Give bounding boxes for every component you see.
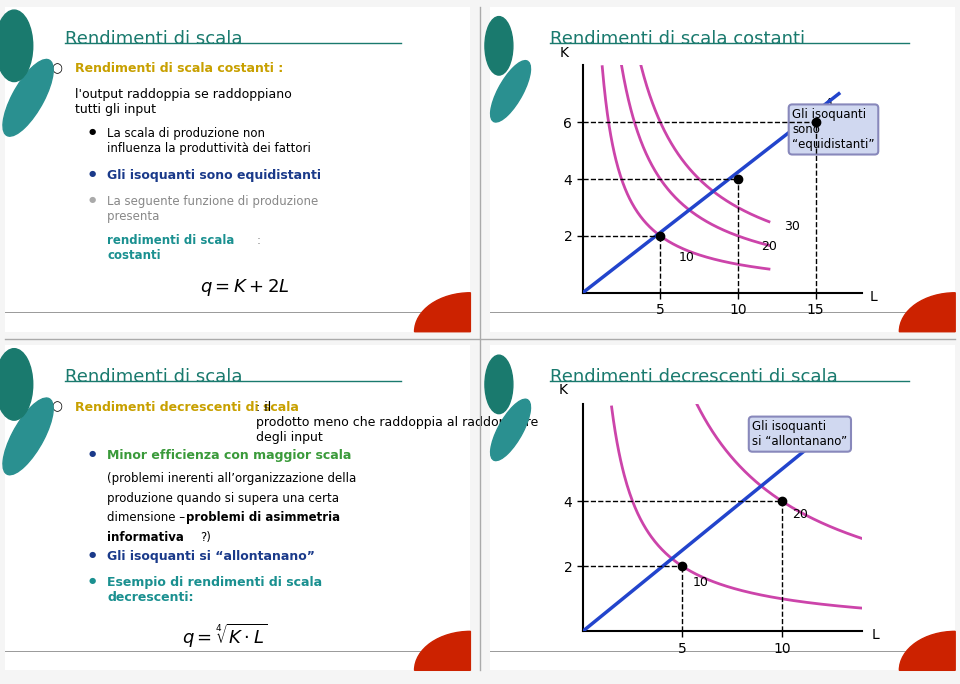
Text: 20: 20 <box>792 508 808 521</box>
Text: produzione quando si supera una certa: produzione quando si supera una certa <box>108 492 339 505</box>
Text: La seguente funzione di produzione
presenta: La seguente funzione di produzione prese… <box>108 196 319 223</box>
Text: Esempio di rendimenti di scala
decrescenti:: Esempio di rendimenti di scala decrescen… <box>108 576 323 604</box>
Text: Gli isoquanti
sono
“equidistanti”: Gli isoquanti sono “equidistanti” <box>792 108 875 151</box>
Text: ●: ● <box>88 196 96 205</box>
Text: ●: ● <box>88 169 96 179</box>
Text: 49: 49 <box>433 315 447 326</box>
Ellipse shape <box>0 349 33 420</box>
Text: Rendimenti di scala: Rendimenti di scala <box>65 29 243 48</box>
Ellipse shape <box>3 398 53 475</box>
Text: K: K <box>559 384 567 397</box>
Text: L: L <box>872 629 879 642</box>
Text: ○: ○ <box>52 401 62 414</box>
Text: Rendimenti di scala costanti: Rendimenti di scala costanti <box>550 29 805 48</box>
Text: ●: ● <box>88 127 96 136</box>
Text: 50: 50 <box>927 315 941 326</box>
Text: Gli isoquanti sono equidistanti: Gli isoquanti sono equidistanti <box>108 169 322 183</box>
Text: K: K <box>560 46 568 60</box>
Text: :: : <box>256 235 260 248</box>
Text: $q = K + 2L$: $q = K + 2L$ <box>201 276 290 298</box>
Text: 51: 51 <box>433 654 447 663</box>
Text: 10: 10 <box>679 252 695 265</box>
Text: $q = \sqrt[4]{K \cdot L}$: $q = \sqrt[4]{K \cdot L}$ <box>181 622 267 650</box>
Text: Rendimenti di scala: Rendimenti di scala <box>65 368 243 386</box>
Text: rendimenti di scala
costanti: rendimenti di scala costanti <box>108 235 234 262</box>
Text: ●: ● <box>88 550 96 559</box>
Ellipse shape <box>491 61 531 122</box>
Text: informativa: informativa <box>108 531 184 544</box>
Text: Gli isoquanti si “allontanano”: Gli isoquanti si “allontanano” <box>108 550 315 563</box>
Text: L: L <box>870 290 877 304</box>
Text: ●: ● <box>88 449 96 458</box>
Ellipse shape <box>485 355 513 414</box>
Text: Rendimenti decrescenti di scala: Rendimenti decrescenti di scala <box>75 401 299 414</box>
Text: Rendimenti decrescenti di scala: Rendimenti decrescenti di scala <box>550 368 838 386</box>
Wedge shape <box>415 631 470 670</box>
Text: problemi di asimmetria: problemi di asimmetria <box>186 511 341 524</box>
Wedge shape <box>900 293 955 332</box>
Text: Minor efficienza con maggior scala: Minor efficienza con maggior scala <box>108 449 351 462</box>
Text: 10: 10 <box>692 576 708 589</box>
Text: A: A <box>822 425 831 439</box>
Text: Gli isoquanti
si “allontanano”: Gli isoquanti si “allontanano” <box>753 420 848 448</box>
Text: ●: ● <box>88 576 96 585</box>
Text: ○: ○ <box>52 62 62 75</box>
Text: La scala di produzione non
influenza la produttività dei fattori: La scala di produzione non influenza la … <box>108 127 311 155</box>
Ellipse shape <box>3 60 53 136</box>
Text: 30: 30 <box>784 220 801 233</box>
Wedge shape <box>415 293 470 332</box>
Text: l'output raddoppia se raddoppiano
tutti gli input: l'output raddoppia se raddoppiano tutti … <box>75 88 292 116</box>
Text: Rendimenti di scala costanti :: Rendimenti di scala costanti : <box>75 62 283 75</box>
Text: : il
prodotto meno che raddoppia al raddoppiare
degli input: : il prodotto meno che raddoppia al radd… <box>256 401 539 444</box>
Text: A: A <box>824 97 832 111</box>
Ellipse shape <box>485 16 513 75</box>
Text: (problemi inerenti all’organizzazione della: (problemi inerenti all’organizzazione de… <box>108 472 356 485</box>
Text: ?): ?) <box>201 531 211 544</box>
Text: 20: 20 <box>761 240 777 253</box>
Text: 52: 52 <box>927 654 941 663</box>
Ellipse shape <box>491 399 531 460</box>
Wedge shape <box>900 631 955 670</box>
Text: dimensione –: dimensione – <box>108 511 189 524</box>
Ellipse shape <box>0 10 33 81</box>
